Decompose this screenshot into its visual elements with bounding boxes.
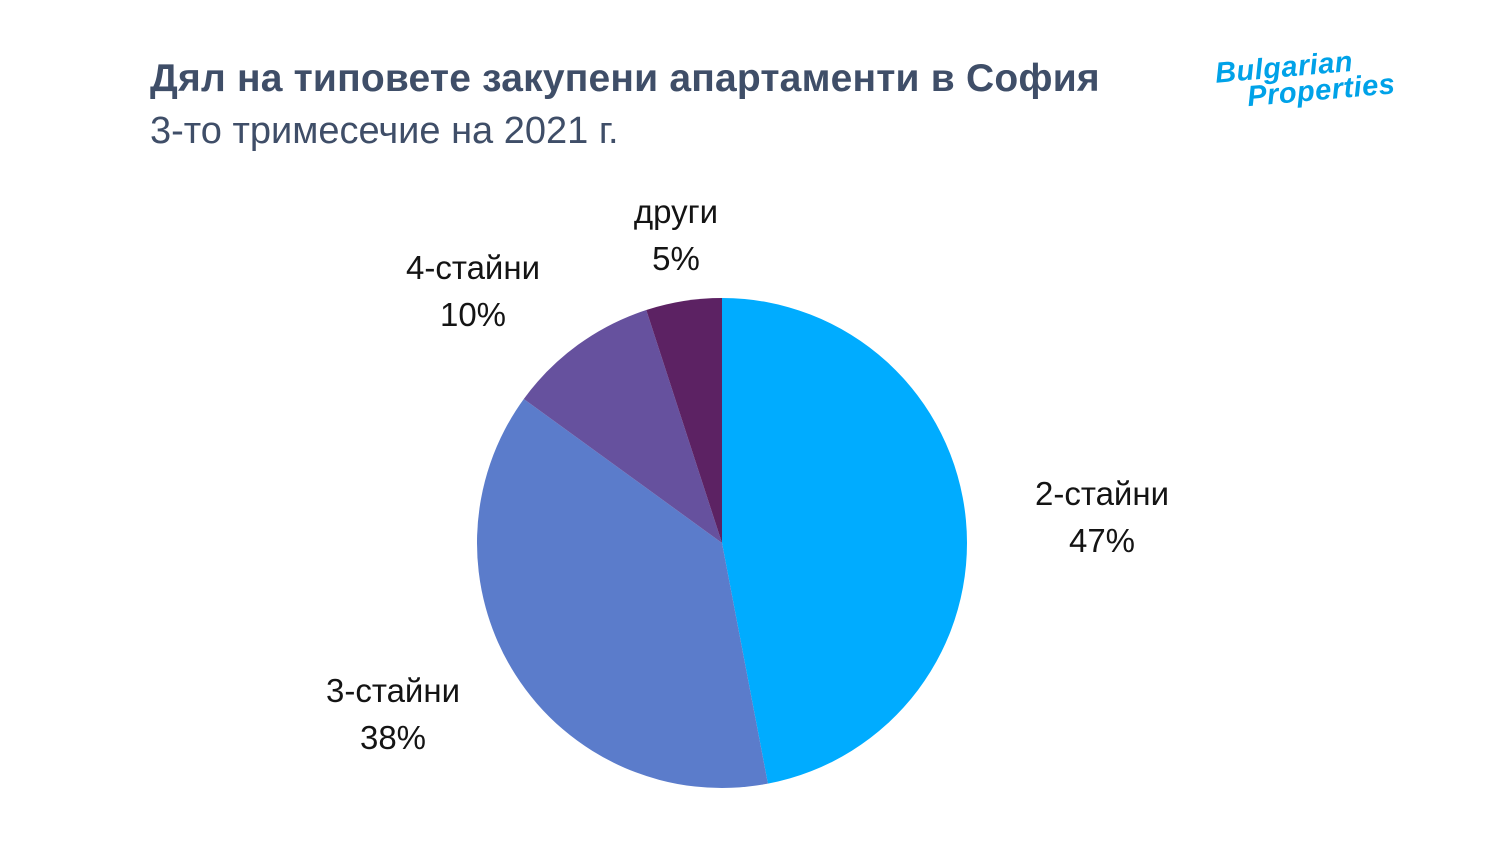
pie-label-drugi: други 5% (634, 188, 718, 282)
pie-label-2-stayni: 2-стайни 47% (1035, 470, 1169, 564)
bulgarian-properties-logo: Bulgarian Properties (1214, 42, 1397, 116)
slice-percent-text: 47% (1068, 522, 1136, 559)
pie-chart (476, 298, 967, 789)
slice-percent-text: 10% (439, 296, 507, 333)
slice-label-text: 3-стайни (325, 672, 461, 709)
header: Дял на типовете закупени апартаменти в С… (150, 57, 1100, 153)
pie-label-4-stayni: 4-стайни 10% (406, 244, 540, 338)
pie-slice-4-стайни (523, 309, 722, 543)
slice-label-text: 4-стайни (405, 249, 541, 286)
pie-slice-2-стайни (722, 298, 967, 784)
pie-label-3-stayni: 3-стайни 38% (326, 667, 460, 761)
page-title: Дял на типовете закупени апартаменти в С… (150, 57, 1100, 100)
slice-percent-text: 5% (652, 240, 700, 277)
pie-slice-други (646, 298, 722, 543)
pie-slice-3-стайни (476, 398, 768, 789)
page-subtitle: 3-то тримесечие на 2021 г. (150, 109, 619, 152)
slice-percent-text: 38% (359, 719, 427, 756)
slice-label-text: 2-стайни (1034, 475, 1170, 512)
slice-label-text: други (633, 193, 719, 230)
